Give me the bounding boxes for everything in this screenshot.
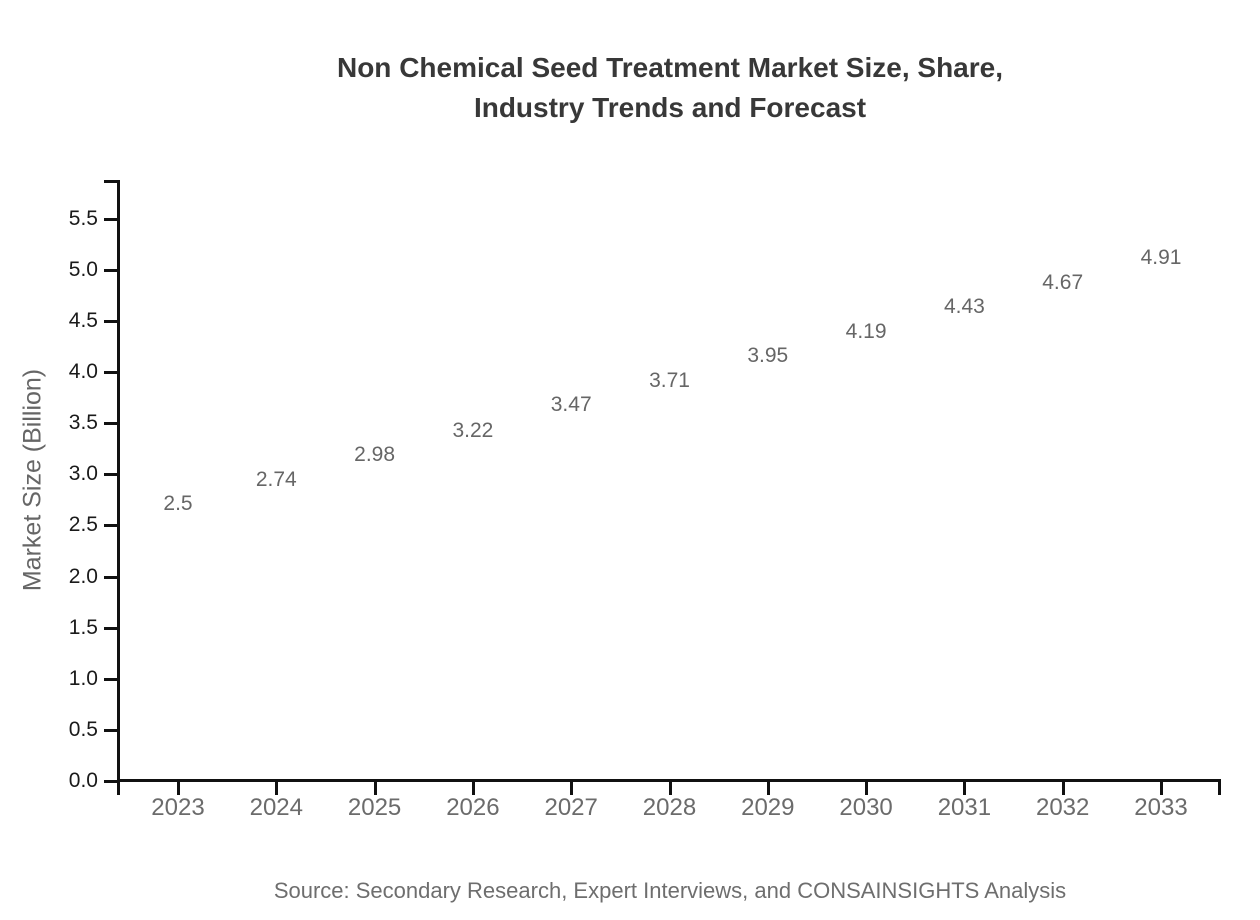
x-tick-label-2028: 2028 <box>642 794 697 821</box>
y-axis-tick <box>104 780 118 783</box>
chart-title-line-2: Industry Trends and Forecast <box>473 92 867 123</box>
y-tick-label: 4.5 <box>68 309 98 333</box>
x-tick-label-2029: 2029 <box>741 794 795 821</box>
bar-2028 <box>630 402 710 780</box>
chart-title: Non Chemical Seed Treatment Market Size,… <box>80 48 1260 128</box>
x-axis-tick <box>373 782 377 795</box>
x-tick-label-2025: 2025 <box>347 794 402 821</box>
y-axis-end-cap <box>104 180 120 183</box>
y-axis-tick <box>104 268 118 272</box>
bar-value-label-2030: 4.19 <box>845 319 887 343</box>
y-axis-tick <box>104 524 118 528</box>
x-tick-label-2030: 2030 <box>839 794 893 821</box>
bar-2029 <box>728 377 808 780</box>
x-axis-tick <box>177 782 180 795</box>
y-tick-label: 2.0 <box>68 564 98 588</box>
y-axis-tick <box>104 677 118 681</box>
source-note: Source: Secondary Research, Expert Inter… <box>273 878 1067 903</box>
x-axis-end-cap <box>1218 779 1221 795</box>
y-axis-tick <box>104 422 118 426</box>
y-tick-label: 5.0 <box>68 257 98 281</box>
y-tick-label: 2.5 <box>68 513 98 537</box>
x-tick-label-2027: 2027 <box>544 794 598 821</box>
y-axis-tick <box>104 575 118 579</box>
y-tick-label: 3.5 <box>68 411 98 435</box>
x-tick-label-2026: 2026 <box>446 794 500 821</box>
x-axis-line <box>117 779 1221 782</box>
bar-2026 <box>433 452 513 780</box>
y-tick-label: 5.5 <box>68 206 98 230</box>
bar-value-label-2029: 3.95 <box>747 344 789 368</box>
bar-2030 <box>826 353 906 780</box>
bar-value-label-2023: 2.5 <box>163 492 193 516</box>
x-axis-tick <box>963 782 967 795</box>
x-tick-label-2023: 2023 <box>151 794 205 821</box>
y-tick-label: 0.0 <box>68 769 98 792</box>
y-axis-tick <box>104 626 118 630</box>
x-axis-tick <box>668 782 672 795</box>
bar-value-label-2031: 4.43 <box>943 295 985 319</box>
bar-value-label-2032: 4.67 <box>1042 270 1084 294</box>
bar-value-label-2027: 3.47 <box>550 393 592 417</box>
bar-2024 <box>236 501 316 780</box>
bar-value-label-2025: 2.98 <box>354 443 396 467</box>
y-axis-tick <box>104 473 118 477</box>
bar-value-label-2033: 4.91 <box>1140 246 1182 270</box>
bar-2033 <box>1121 279 1201 780</box>
y-axis-tick <box>104 217 118 221</box>
y-tick-label: 1.5 <box>68 615 98 639</box>
y-tick-label: 0.5 <box>68 717 98 741</box>
y-axis-tick <box>104 320 118 324</box>
bar-value-label-2028: 3.71 <box>649 368 690 392</box>
y-tick-label: 3.0 <box>68 462 98 486</box>
x-tick-label-2032: 2032 <box>1035 794 1090 821</box>
origin-tick <box>117 779 120 795</box>
y-axis-tick <box>104 371 118 375</box>
y-tick-label: 4.0 <box>68 360 98 384</box>
x-tick-label-2024: 2024 <box>249 794 303 821</box>
x-tick-label-2033: 2033 <box>1134 794 1188 821</box>
bar-2025 <box>335 476 415 780</box>
bar-2032 <box>1023 304 1103 780</box>
chart-title-line-1: Non Chemical Seed Treatment Market Size,… <box>336 52 1003 83</box>
y-tick-label: 1.0 <box>68 666 98 690</box>
x-tick-label-2031: 2031 <box>937 794 992 821</box>
x-axis-tick <box>766 782 770 795</box>
x-axis-tick <box>275 782 279 795</box>
y-axis-line <box>117 180 120 784</box>
bar-2023 <box>138 525 218 780</box>
x-axis-tick <box>865 782 869 795</box>
bar-value-label-2024: 2.74 <box>255 467 297 491</box>
x-axis-tick <box>471 782 475 795</box>
bar-2031 <box>924 328 1004 780</box>
bar-value-label-2026: 3.22 <box>452 418 494 442</box>
bar-2027 <box>531 426 611 780</box>
x-axis-tick <box>1160 782 1163 795</box>
y-axis-tick <box>104 728 118 732</box>
x-axis-tick <box>570 782 574 795</box>
x-axis-tick <box>1061 782 1065 795</box>
